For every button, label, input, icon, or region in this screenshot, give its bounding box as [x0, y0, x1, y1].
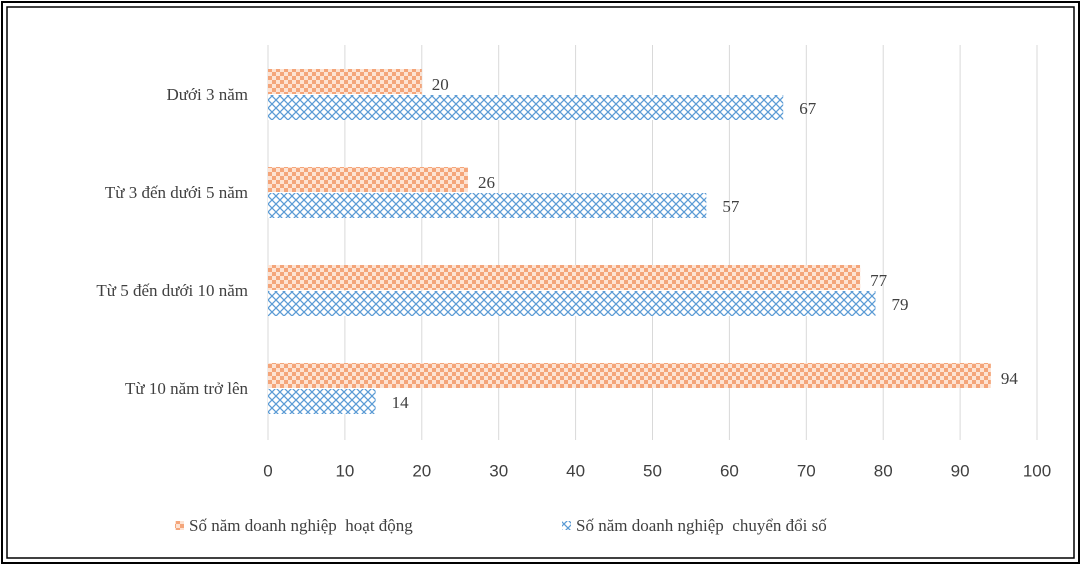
data-label: 26	[478, 173, 495, 192]
bar	[268, 389, 376, 414]
data-label: 79	[892, 295, 909, 314]
x-tick-label: 0	[263, 461, 272, 480]
bar	[268, 95, 784, 120]
x-tick-label: 90	[951, 461, 970, 480]
bar	[268, 69, 422, 94]
x-tick-label: 100	[1023, 461, 1051, 480]
x-tick-label: 10	[335, 461, 354, 480]
y-tick-label: Từ 3 đến dưới 5 năm	[105, 183, 248, 202]
x-tick-label: 80	[874, 461, 893, 480]
legend-label: Số năm doanh nghiệp hoạt động	[189, 516, 413, 535]
x-tick-label: 70	[797, 461, 816, 480]
legend-swatch	[175, 521, 184, 530]
data-label: 94	[1001, 369, 1019, 388]
data-label: 14	[392, 393, 410, 412]
bar	[268, 167, 468, 192]
data-label: 20	[432, 75, 449, 94]
inner-frame	[6, 6, 1075, 559]
legend-swatch	[562, 521, 571, 530]
bar	[268, 193, 707, 218]
bar	[268, 265, 861, 290]
x-tick-label: 60	[720, 461, 739, 480]
y-tick-label: Từ 10 năm trở lên	[125, 379, 249, 398]
y-tick-label: Từ 5 đến dưới 10 năm	[96, 281, 248, 300]
y-tick-label: Dưới 3 năm	[167, 85, 248, 104]
data-label: 57	[722, 197, 740, 216]
bar	[268, 291, 876, 316]
x-tick-label: 30	[489, 461, 508, 480]
data-label: 77	[870, 271, 888, 290]
x-tick-label: 20	[412, 461, 431, 480]
data-label: 67	[799, 99, 817, 118]
legend-label: Số năm doanh nghiệp chuyển đổi số	[576, 516, 827, 535]
bar	[268, 363, 991, 388]
x-tick-label: 40	[566, 461, 585, 480]
x-tick-label: 50	[643, 461, 662, 480]
